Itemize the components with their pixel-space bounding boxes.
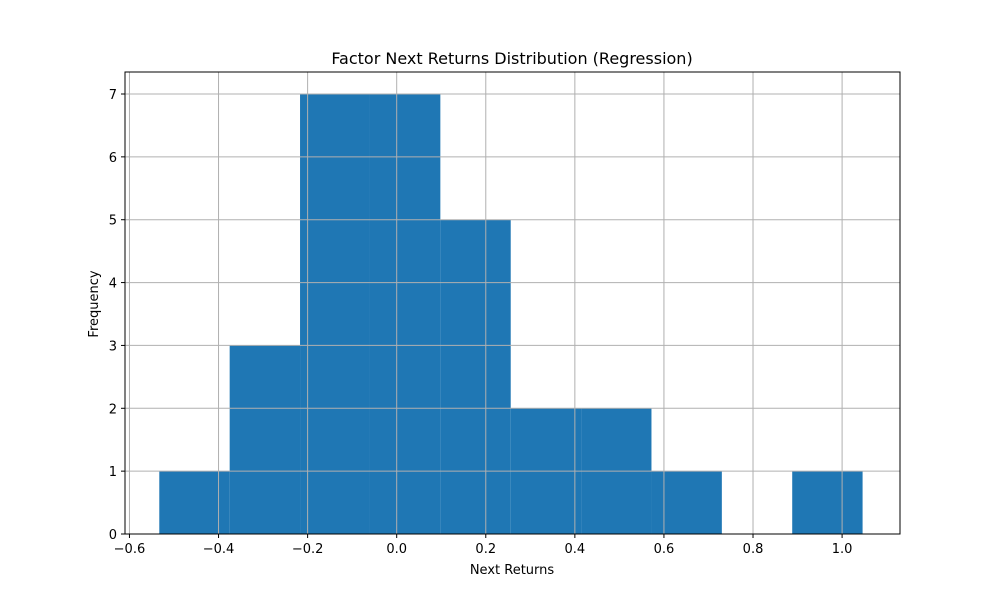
x-axis-label: Next Returns (470, 563, 555, 578)
y-tick-label: 7 (109, 88, 117, 103)
histogram-bar (300, 94, 370, 534)
x-tick-label: −0.6 (114, 542, 146, 557)
x-tick-label: −0.4 (203, 542, 235, 557)
y-axis-label: Frequency (87, 270, 102, 337)
histogram-bar (792, 471, 863, 534)
histogram-bar (369, 94, 441, 534)
x-tick-label: 0.6 (654, 542, 675, 557)
histogram-bar (159, 471, 230, 534)
x-tick-label: 0.8 (743, 542, 764, 557)
x-tick-label: 0.2 (475, 542, 496, 557)
x-ticks: −0.6 −0.4 −0.2 0.0 0.2 0.4 0.6 0.8 1.0 (114, 534, 853, 557)
x-tick-label: 1.0 (832, 542, 853, 557)
y-tick-label: 3 (109, 339, 117, 354)
y-tick-label: 4 (109, 277, 117, 292)
x-tick-label: −0.2 (292, 542, 324, 557)
x-tick-label: 0.4 (565, 542, 586, 557)
histogram-bar (651, 471, 722, 534)
histogram-bar (440, 219, 511, 534)
y-ticks: 0 1 2 3 4 5 6 7 (109, 88, 125, 543)
histogram-bar (229, 345, 301, 534)
plot-frame (124, 71, 901, 535)
axes (124, 71, 901, 535)
grid (125, 72, 900, 535)
y-tick-label: 6 (109, 151, 117, 166)
y-tick-label: 1 (109, 465, 117, 480)
bars (159, 94, 863, 534)
y-tick-label: 0 (109, 528, 117, 543)
y-tick-label: 2 (109, 402, 117, 417)
y-tick-label: 5 (109, 214, 117, 229)
chart-title: Factor Next Returns Distribution (Regres… (331, 49, 692, 68)
x-tick-label: 0.0 (386, 542, 407, 557)
